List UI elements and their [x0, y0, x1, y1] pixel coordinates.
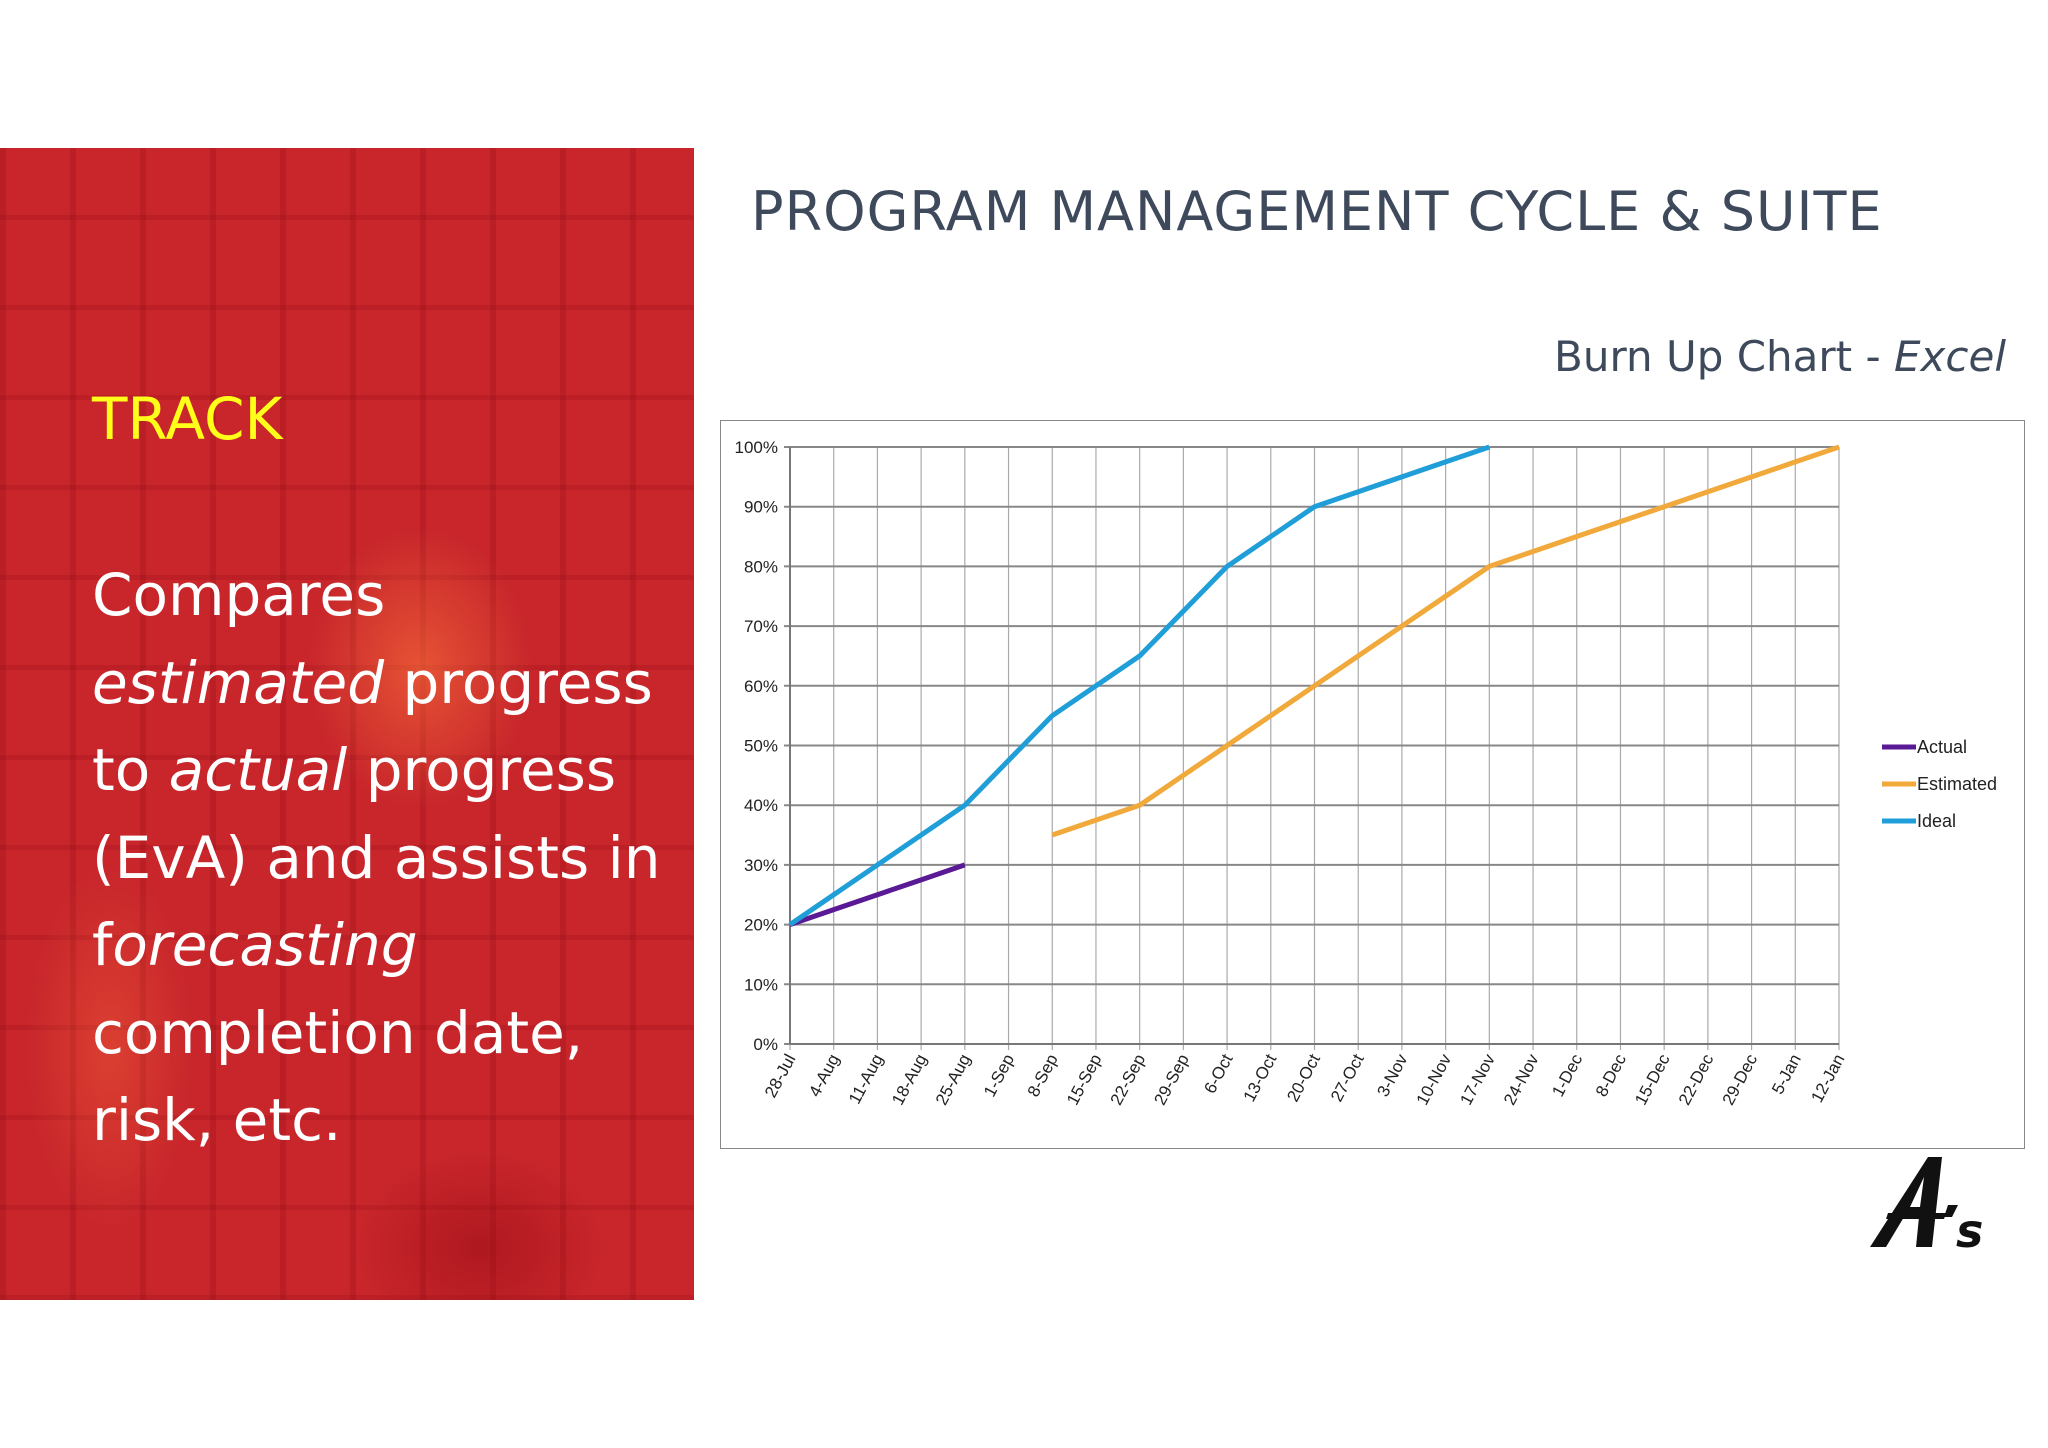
description-segment: Compares — [92, 561, 386, 629]
y-tick-label: 30% — [744, 856, 778, 875]
subtitle-italic: Excel — [1894, 332, 2006, 381]
x-tick-label: 18-Aug — [888, 1051, 931, 1108]
x-tick-label: 4-Aug — [805, 1051, 843, 1100]
section-heading: TRACK — [92, 385, 283, 453]
y-tick-label: 20% — [744, 916, 778, 935]
description-segment: progress to — [92, 648, 653, 805]
y-tick-label: 10% — [744, 975, 778, 994]
x-tick-label: 3-Nov — [1373, 1051, 1411, 1100]
x-tick-label: 22-Sep — [1107, 1051, 1150, 1108]
y-tick-label: 60% — [744, 677, 778, 696]
description-segment: progress (EvA) and assists in f — [92, 736, 661, 979]
photo-background-panel — [0, 148, 694, 1300]
svg-text:s: s — [1956, 1204, 1983, 1255]
legend-label: Ideal — [1917, 811, 1956, 831]
x-tick-label: 6-Oct — [1200, 1051, 1236, 1097]
company-logo: s — [1870, 1157, 1983, 1255]
subtitle-text: Burn Up Chart - — [1554, 332, 1894, 381]
x-tick-label: 12-Jan — [1807, 1051, 1848, 1106]
y-tick-label: 70% — [744, 617, 778, 636]
burn-up-chart: 28-Jul 4-Aug 11-Aug 18-Aug 25-Aug 1-Sep 8-Sep 1… — [735, 438, 1998, 1109]
series-line-estimated — [1051, 444, 1840, 838]
x-tick-label: 8-Dec — [1592, 1051, 1630, 1100]
x-tick-label: 29-Dec — [1719, 1051, 1762, 1109]
x-tick-label: 8-Sep — [1024, 1051, 1062, 1100]
description-text: Compares estimated progress to actual pr… — [92, 552, 692, 1165]
y-tick-label: 100% — [735, 438, 778, 457]
x-tick-label: 5-Jan — [1768, 1051, 1805, 1097]
x-tick-label: 28-Jul — [761, 1051, 800, 1101]
x-tick-label: 22-Dec — [1675, 1051, 1718, 1109]
description-segment: estimated — [92, 648, 385, 717]
x-tick-label: 25-Aug — [932, 1051, 975, 1108]
x-tick-label: 15-Dec — [1631, 1051, 1674, 1109]
y-tick-label: 90% — [744, 498, 778, 517]
series-line-actual — [789, 862, 966, 927]
series-line-ideal — [788, 444, 1491, 927]
y-tick-label: 0% — [753, 1035, 778, 1054]
x-tick-label: 24-Nov — [1500, 1051, 1543, 1109]
x-tick-label: 13-Oct — [1240, 1051, 1281, 1105]
description-segment: completion date, risk, etc. — [92, 998, 584, 1155]
x-tick-label: 10-Nov — [1413, 1051, 1456, 1109]
legend-label: Actual — [1917, 737, 1967, 757]
page-title: PROGRAM MANAGEMENT CYCLE & SUITE — [751, 180, 1883, 243]
x-tick-label: 11-Aug — [845, 1051, 887, 1107]
x-tick-label: 20-Oct — [1283, 1051, 1324, 1105]
y-tick-label: 50% — [744, 737, 778, 756]
description-segment: orecasting — [112, 911, 418, 979]
x-tick-label: 27-Oct — [1327, 1051, 1368, 1105]
y-tick-label: 40% — [744, 796, 778, 815]
description-segment: actual — [168, 736, 348, 804]
legend-label: Estimated — [1917, 774, 1997, 794]
chart-subtitle: Burn Up Chart - Excel — [1554, 332, 2006, 381]
x-tick-label: 29-Sep — [1150, 1051, 1193, 1108]
x-tick-label: 1-Dec — [1548, 1051, 1586, 1100]
x-tick-label: 17-Nov — [1456, 1051, 1499, 1109]
x-tick-label: 1-Sep — [980, 1051, 1018, 1100]
x-tick-label: 15-Sep — [1063, 1051, 1106, 1108]
chart-frame — [720, 420, 2025, 1149]
y-tick-label: 80% — [744, 557, 778, 576]
